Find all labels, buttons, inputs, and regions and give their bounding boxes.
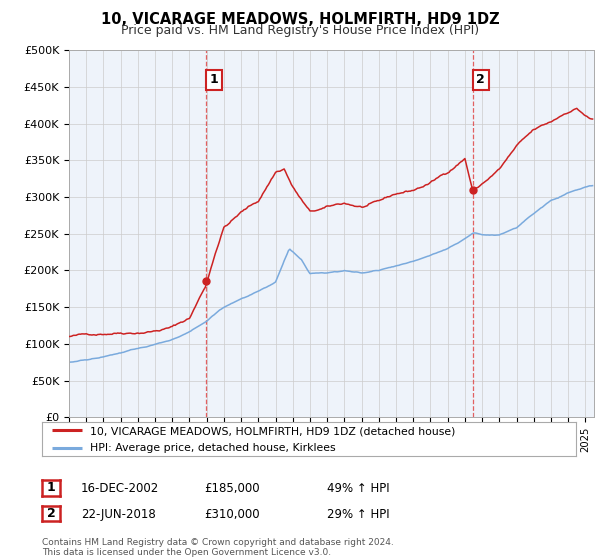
Text: £185,000: £185,000 <box>204 482 260 495</box>
Text: Contains HM Land Registry data © Crown copyright and database right 2024.
This d: Contains HM Land Registry data © Crown c… <box>42 538 394 557</box>
Text: 2: 2 <box>47 507 55 520</box>
Text: 10, VICARAGE MEADOWS, HOLMFIRTH, HD9 1DZ (detached house): 10, VICARAGE MEADOWS, HOLMFIRTH, HD9 1DZ… <box>90 426 455 436</box>
Text: 2: 2 <box>476 73 485 86</box>
Text: HPI: Average price, detached house, Kirklees: HPI: Average price, detached house, Kirk… <box>90 444 335 454</box>
Text: Price paid vs. HM Land Registry's House Price Index (HPI): Price paid vs. HM Land Registry's House … <box>121 24 479 37</box>
Text: 22-JUN-2018: 22-JUN-2018 <box>81 507 156 521</box>
Text: 1: 1 <box>209 73 218 86</box>
Text: 16-DEC-2002: 16-DEC-2002 <box>81 482 159 495</box>
Text: 49% ↑ HPI: 49% ↑ HPI <box>327 482 389 495</box>
Text: 1: 1 <box>47 481 55 494</box>
Text: £310,000: £310,000 <box>204 507 260 521</box>
Text: 10, VICARAGE MEADOWS, HOLMFIRTH, HD9 1DZ: 10, VICARAGE MEADOWS, HOLMFIRTH, HD9 1DZ <box>101 12 499 27</box>
Text: 29% ↑ HPI: 29% ↑ HPI <box>327 507 389 521</box>
